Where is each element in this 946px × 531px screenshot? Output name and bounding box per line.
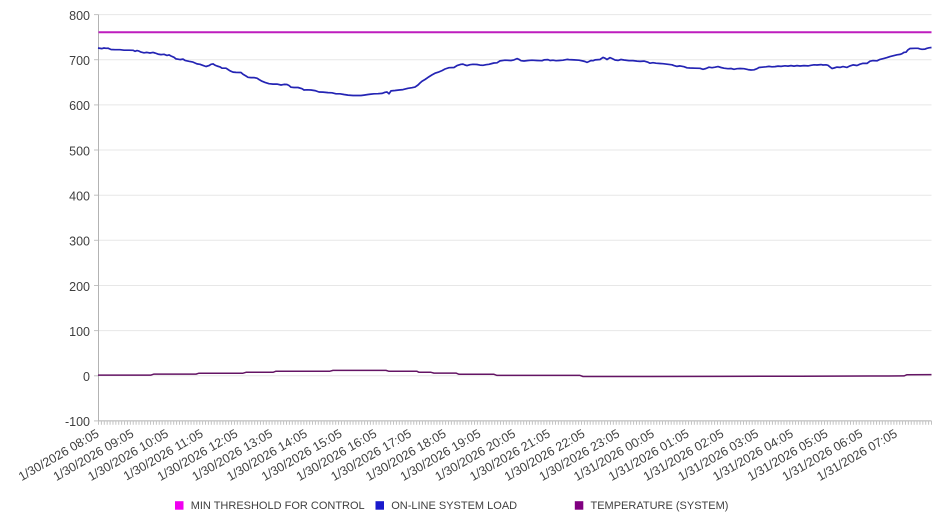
- svg-text:700: 700: [69, 54, 90, 68]
- svg-text:400: 400: [69, 190, 90, 204]
- svg-text:800: 800: [69, 9, 90, 23]
- svg-text:500: 500: [69, 144, 90, 158]
- svg-text:300: 300: [69, 235, 90, 249]
- svg-text:TEMPERATURE (SYSTEM): TEMPERATURE (SYSTEM): [591, 500, 729, 512]
- svg-text:200: 200: [69, 280, 90, 294]
- svg-text:-100: -100: [65, 415, 90, 429]
- svg-text:100: 100: [69, 325, 90, 339]
- svg-text:600: 600: [69, 99, 90, 113]
- svg-text:MIN THRESHOLD FOR CONTROL: MIN THRESHOLD FOR CONTROL: [191, 500, 365, 512]
- svg-text:0: 0: [83, 370, 90, 384]
- svg-text:ON-LINE SYSTEM LOAD: ON-LINE SYSTEM LOAD: [391, 500, 517, 512]
